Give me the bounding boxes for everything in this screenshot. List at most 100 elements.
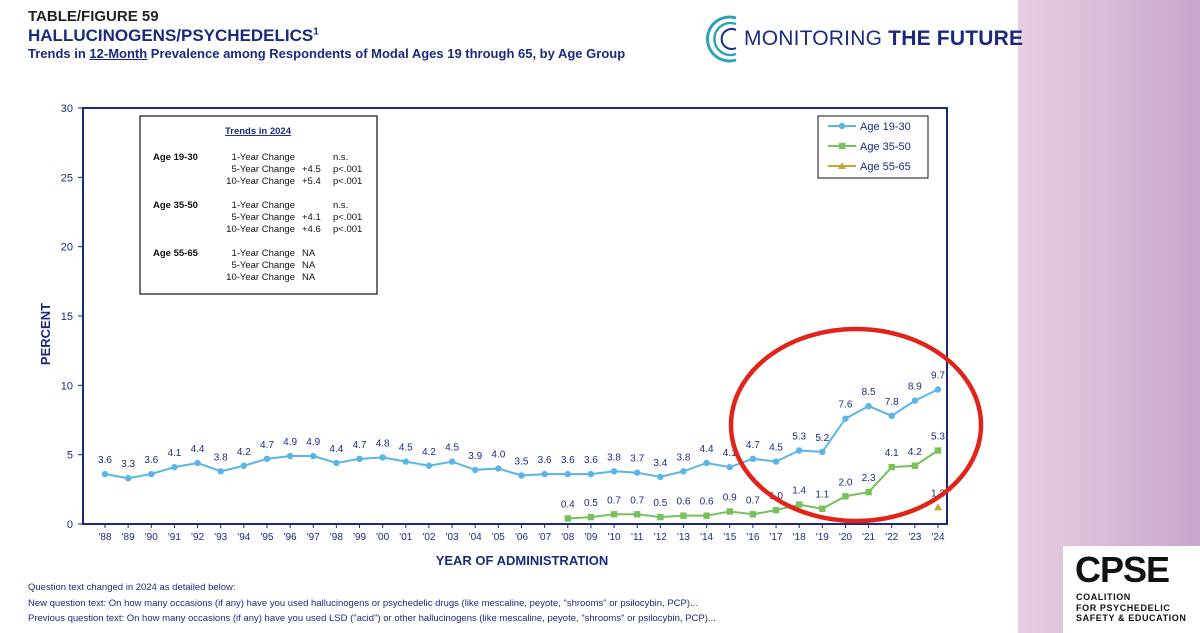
data-point — [911, 397, 919, 404]
x-tick-label: '20 — [839, 532, 852, 543]
data-point — [680, 468, 687, 475]
trends-row-significance: p<.001 — [333, 212, 362, 223]
trends-row-change: +4.1 — [302, 212, 321, 223]
data-point — [865, 488, 872, 496]
x-tick-label: '05 — [492, 532, 505, 543]
figure-label: TABLE/FIGURE 59 — [28, 8, 159, 25]
data-point — [610, 468, 618, 475]
trends-row-change: NA — [302, 248, 316, 259]
x-tick-label: '00 — [376, 532, 389, 543]
data-point — [819, 505, 826, 512]
data-label: 0.7 — [607, 495, 621, 506]
data-label: 8.9 — [908, 382, 922, 393]
x-tick-label: '04 — [469, 532, 482, 543]
trends-row-significance: n.s. — [333, 200, 348, 211]
data-point — [448, 458, 456, 465]
data-label: 4.7 — [260, 440, 274, 451]
legend-marker — [838, 122, 846, 130]
data-label: 5.3 — [792, 432, 806, 443]
data-point — [795, 501, 803, 508]
trends-row-change: NA — [302, 272, 316, 283]
data-point — [772, 458, 780, 465]
data-point — [934, 447, 942, 454]
data-label: 4.9 — [306, 437, 320, 448]
data-point — [101, 470, 109, 478]
mtf-wordmark: MONITORING THE FUTURE — [744, 27, 1024, 50]
data-point — [171, 463, 178, 471]
data-label: 3.5 — [515, 456, 529, 467]
data-point — [310, 452, 317, 460]
legend-label: Age 55-65 — [860, 161, 911, 173]
data-point — [402, 458, 410, 465]
data-label: 4.4 — [329, 444, 343, 455]
data-point — [934, 386, 942, 393]
trends-row-change: NA — [302, 260, 316, 271]
data-label: 2.0 — [838, 477, 852, 488]
data-label: 3.7 — [630, 454, 644, 465]
data-point — [726, 508, 733, 515]
highlight-circle — [728, 326, 984, 524]
trends-row-significance: p<.001 — [333, 224, 362, 235]
x-tick-label: '95 — [260, 532, 273, 543]
data-label: 3.8 — [214, 452, 228, 463]
data-point — [842, 415, 849, 422]
trends-row-label: 10-Year Change — [226, 224, 295, 235]
trends-row-label: 1-Year Change — [231, 200, 295, 211]
data-label: 4.2 — [237, 447, 251, 458]
trends-box-title: Trends in 2024 — [225, 126, 292, 137]
data-label: 4.1 — [167, 448, 181, 459]
data-label: 3.3 — [121, 459, 135, 470]
trends-row-change: +4.6 — [302, 224, 321, 235]
data-point — [263, 455, 271, 463]
y-tick-label: 30 — [61, 103, 73, 115]
x-tick-label: '06 — [515, 532, 528, 543]
figure-subtitle: Trends in 12-Month Prevalence among Resp… — [28, 46, 626, 61]
data-label: 4.8 — [376, 438, 390, 449]
data-label: 3.6 — [144, 455, 158, 466]
data-point — [819, 448, 826, 456]
data-label: 3.6 — [98, 455, 112, 466]
data-point — [749, 455, 757, 463]
data-label: 3.6 — [584, 455, 598, 466]
data-label: 0.6 — [700, 497, 714, 508]
data-point — [726, 463, 733, 471]
data-label: 0.9 — [723, 493, 737, 504]
data-point — [240, 462, 248, 469]
x-tick-label: '07 — [538, 532, 551, 543]
data-point — [564, 515, 571, 522]
data-label: 5.3 — [931, 432, 945, 443]
data-point — [865, 402, 872, 410]
data-label: 4.4 — [191, 444, 205, 455]
x-tick-label: '03 — [446, 532, 459, 543]
trends-row-label: 10-Year Change — [226, 272, 295, 283]
data-label: 4.5 — [769, 443, 783, 454]
x-tick-label: '09 — [584, 532, 597, 543]
footnote-3: Previous question text: On how many occa… — [28, 613, 716, 624]
trends-row-label: 5-Year Change — [231, 260, 295, 271]
x-tick-label: '16 — [746, 532, 759, 543]
x-tick-label: '98 — [330, 532, 343, 543]
y-tick-label: 10 — [61, 380, 73, 392]
data-point — [495, 465, 502, 472]
x-tick-label: '88 — [98, 532, 111, 543]
data-point — [379, 454, 386, 461]
data-point — [842, 493, 849, 500]
x-tick-label: '11 — [631, 532, 644, 543]
data-point — [587, 470, 595, 478]
data-label: 0.7 — [746, 495, 760, 506]
y-tick-label: 0 — [67, 519, 73, 531]
data-label: 4.2 — [422, 447, 436, 458]
cpse-logo: CPSE COALITION FOR PSYCHEDELIC SAFETY & ED… — [1063, 546, 1200, 633]
data-label: 3.9 — [468, 451, 482, 462]
data-label: 4.1 — [723, 448, 737, 459]
x-tick-label: '14 — [700, 532, 713, 543]
x-tick-label: '13 — [677, 532, 690, 543]
x-tick-label: '17 — [770, 532, 783, 543]
data-point — [680, 512, 687, 519]
x-tick-label: '01 — [399, 532, 412, 543]
data-label: 0.6 — [677, 497, 691, 508]
data-label: 7.8 — [885, 397, 899, 408]
x-tick-label: '10 — [608, 532, 621, 543]
x-tick-label: '08 — [561, 532, 574, 543]
legend-label: Age 35-50 — [860, 141, 911, 153]
